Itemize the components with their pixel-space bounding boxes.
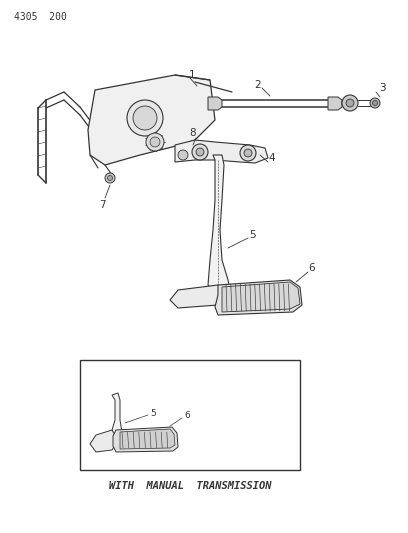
Text: 6: 6 [184, 411, 190, 421]
Circle shape [107, 175, 113, 181]
Text: 6: 6 [309, 263, 315, 273]
Polygon shape [175, 140, 268, 163]
Circle shape [133, 106, 157, 130]
Text: 4305  200: 4305 200 [14, 12, 67, 22]
Text: 1: 1 [188, 70, 195, 80]
Circle shape [346, 99, 354, 107]
Circle shape [192, 144, 208, 160]
Text: 8: 8 [190, 128, 196, 138]
Text: 4: 4 [269, 153, 275, 163]
Text: 7: 7 [99, 200, 105, 210]
Polygon shape [208, 155, 230, 295]
Text: 3: 3 [379, 83, 385, 93]
Circle shape [150, 137, 160, 147]
Circle shape [370, 98, 380, 108]
Circle shape [373, 101, 377, 106]
Polygon shape [88, 75, 215, 165]
Circle shape [105, 173, 115, 183]
Circle shape [240, 145, 256, 161]
Text: WITH  MANUAL  TRANSMISSION: WITH MANUAL TRANSMISSION [109, 481, 271, 491]
Polygon shape [215, 280, 302, 315]
Polygon shape [113, 427, 178, 452]
Text: 5: 5 [150, 408, 156, 417]
Polygon shape [328, 97, 342, 110]
Circle shape [244, 149, 252, 157]
Bar [80, 360, 300, 470]
Text: 5: 5 [249, 230, 255, 240]
Polygon shape [90, 430, 118, 452]
Circle shape [178, 150, 188, 160]
Polygon shape [208, 97, 222, 110]
Text: 2: 2 [255, 80, 261, 90]
Circle shape [127, 100, 163, 136]
Circle shape [146, 133, 164, 151]
Polygon shape [222, 282, 300, 312]
Polygon shape [120, 429, 175, 449]
Circle shape [196, 148, 204, 156]
Polygon shape [110, 393, 122, 448]
Circle shape [342, 95, 358, 111]
Polygon shape [170, 285, 225, 308]
